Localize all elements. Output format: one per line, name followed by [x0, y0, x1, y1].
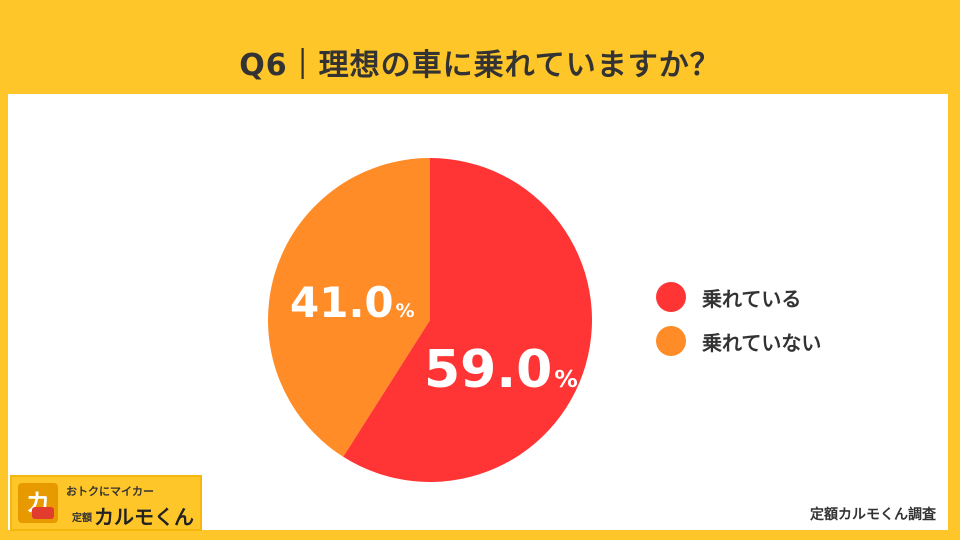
pct-value-0: 59.0 — [424, 340, 553, 400]
legend-label-1: 乗れていない — [702, 330, 822, 355]
pct-label-1: 41.0% — [290, 278, 415, 327]
pie-slice-0 — [343, 158, 592, 482]
page-title: Q6｜理想の車に乗れていますか？ — [239, 48, 721, 83]
legend: 乗れている 乗れていない — [656, 278, 821, 366]
pct-value-1: 41.0 — [290, 278, 394, 327]
logo-car-icon — [32, 507, 54, 519]
pie-chart — [267, 158, 592, 482]
legend-swatch-0 — [656, 282, 686, 312]
pie-slice-1 — [267, 158, 430, 457]
logo-tagline: おトクにマイカー — [66, 485, 154, 498]
legend-label-0: 乗れている — [702, 286, 802, 311]
logo-brand: カルモくん — [94, 505, 194, 529]
logo-brand-small: 定額 — [72, 513, 92, 524]
legend-item: 乗れていない — [656, 322, 821, 360]
pct-label-0: 59.0% — [424, 340, 578, 400]
pct-unit-0: % — [554, 365, 578, 393]
legend-item: 乗れている — [656, 278, 821, 316]
legend-swatch-1 — [656, 326, 686, 356]
pct-unit-1: % — [395, 300, 415, 322]
brand-logo: カ おトクにマイカー 定額 カルモくん — [10, 475, 202, 531]
source-note: 定額カルモくん調査 — [810, 507, 936, 523]
